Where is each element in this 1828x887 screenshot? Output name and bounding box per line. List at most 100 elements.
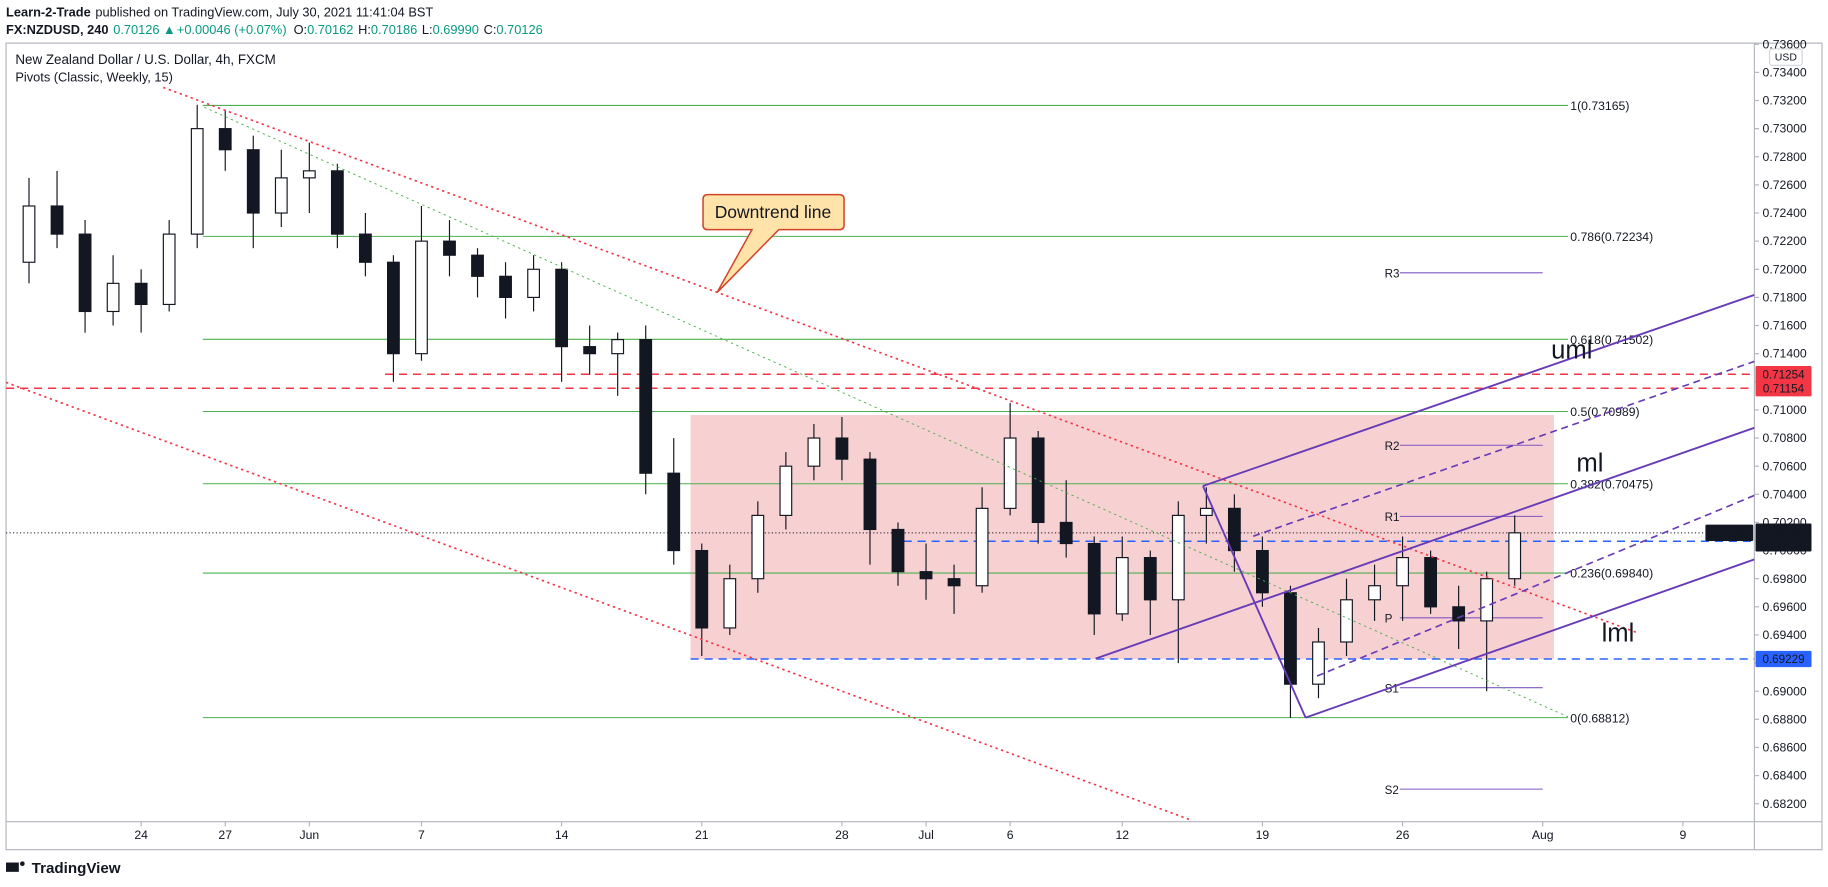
price-box-label: 0.71254: [1762, 368, 1805, 381]
logo-dot: [20, 861, 25, 867]
y-tick-label: 0.68600: [1763, 741, 1807, 755]
last-price-box: [1755, 523, 1812, 552]
candle-body: [1087, 542, 1101, 615]
last-price-label: 0.70126: [1762, 527, 1804, 540]
ohlc: O:0.70162 H:0.70186 L:0.69990 C:0.70126: [294, 22, 543, 37]
publish-line: Learn-2-Trade published on TradingView.co…: [6, 4, 433, 19]
currency[interactable]: USD: [1775, 53, 1798, 64]
candle-body: [471, 254, 484, 277]
candle-body: [1340, 599, 1353, 643]
trend-line: [1252, 360, 1755, 537]
callout-bubble: [702, 193, 845, 294]
x-tick-label: 12: [1115, 828, 1129, 842]
trend-line: [1202, 485, 1307, 719]
candle-body: [807, 437, 821, 467]
y-tick-label: 0.71600: [1763, 319, 1807, 333]
candle-body: [1424, 557, 1438, 608]
candle-body: [527, 268, 540, 298]
footer-logo: TradingView: [6, 860, 121, 877]
candle-body: [947, 578, 961, 587]
candle-body: [387, 261, 400, 355]
candle-body: [1171, 514, 1185, 601]
trend-line: [1095, 426, 1755, 660]
fib-label: 1(0.73165): [1570, 99, 1629, 113]
currency-box[interactable]: [1768, 48, 1803, 66]
fib-label: 0.382(0.70475): [1570, 477, 1653, 491]
trend-line: [1202, 293, 1755, 487]
y-tick-label: 0.73200: [1763, 94, 1807, 108]
candle-body: [1452, 606, 1466, 622]
pivot-label: R2: [1385, 440, 1400, 453]
symbol-box: [1705, 524, 1754, 542]
y-tick-label: 0.69400: [1763, 628, 1807, 642]
pitchfork-label: lml: [1602, 619, 1635, 647]
candle-body: [835, 437, 849, 460]
candle-body: [1115, 557, 1129, 615]
candle-body: [611, 339, 625, 355]
candle-body: [443, 240, 456, 256]
trend-line: [6, 381, 1190, 821]
callout: Downtrend line: [702, 193, 845, 294]
x-tick-label: Jun: [299, 828, 319, 842]
chart-title: New Zealand Dollar / U.S. Dollar, 4h, FX…: [15, 52, 275, 67]
published: published on TradingView.com, July 30, 2…: [95, 4, 433, 19]
ohlc-label: O:: [294, 22, 308, 37]
candle-body: [1256, 549, 1269, 594]
ohlc-value: 0.69990: [433, 22, 479, 37]
candle-body: [1143, 557, 1157, 601]
price-box-label: 0.69229: [1762, 653, 1804, 666]
y-tick-label: 0.69000: [1763, 684, 1807, 698]
up-arrow: ▲: [163, 22, 176, 37]
y-tick-label: 0.68400: [1763, 769, 1807, 783]
pivot-label: S2: [1385, 784, 1399, 797]
y-tick-label: 0.72000: [1763, 262, 1807, 276]
y-tick-label: 0.73000: [1763, 122, 1807, 136]
candle-body: [78, 233, 92, 313]
x-tick-label: 27: [218, 828, 232, 842]
candle-body: [891, 528, 905, 573]
y-tick-label: 0.71800: [1763, 290, 1807, 304]
symbol: FX:NZDUSD, 240: [6, 22, 109, 37]
y-tick-label: 0.70800: [1763, 431, 1807, 445]
trend-line: [204, 106, 1569, 718]
candle-body: [190, 128, 204, 235]
fib-label: 0.786(0.72234): [1570, 230, 1653, 244]
y-tick-label: 0.71400: [1763, 347, 1807, 361]
candle-body: [162, 233, 176, 306]
candle-body: [583, 346, 597, 355]
x-tick-label: 14: [555, 828, 569, 842]
axes: 0.68200 0.68400 0.68600 0.68800 0.69000 0.692…: [134, 37, 1812, 842]
pivot-label: R3: [1385, 267, 1400, 280]
trend-line: [1316, 494, 1755, 677]
candle-body: [695, 549, 709, 629]
y-tick-label: 0.68800: [1763, 712, 1807, 726]
fib-label: 0.5(0.70989): [1570, 405, 1639, 419]
y-tick-label: 0.72800: [1763, 150, 1807, 164]
pitchfork-label: uml: [1551, 336, 1592, 364]
change: +0.00046 (+0.07%): [177, 22, 287, 37]
candle-body: [218, 128, 232, 151]
price-box: [1755, 650, 1812, 668]
symbol-line: FX:NZDUSD, 240 0.70126 ▲+0.00046 (+0.07%) O…: [6, 22, 543, 37]
candle-body: [639, 339, 653, 474]
candle-body: [106, 282, 120, 313]
candles: [22, 104, 1522, 718]
candle-body: [415, 240, 428, 355]
fib-label: 0.236(0.69840): [1570, 567, 1653, 581]
candle-body: [667, 472, 681, 552]
candle-body: [919, 571, 933, 580]
logo-mark: [6, 862, 19, 872]
x-tick-label: Jul: [918, 828, 934, 842]
x-tick-label: 19: [1256, 828, 1270, 842]
last-price: 0.70126: [113, 22, 159, 37]
ohlc-value: 0.70126: [496, 22, 542, 37]
pivot-label: R1: [1385, 511, 1400, 524]
candle-body: [1312, 641, 1325, 685]
x-tick-label: 9: [1679, 828, 1686, 842]
ohlc-label: L:: [422, 22, 433, 37]
price-box: [1755, 380, 1812, 397]
frame: [5, 42, 1823, 851]
price-box: [1755, 366, 1812, 383]
drawings-front: 1(0.73165)0.786(0.72234)0.618(0.71502)0.…: [6, 86, 1755, 821]
